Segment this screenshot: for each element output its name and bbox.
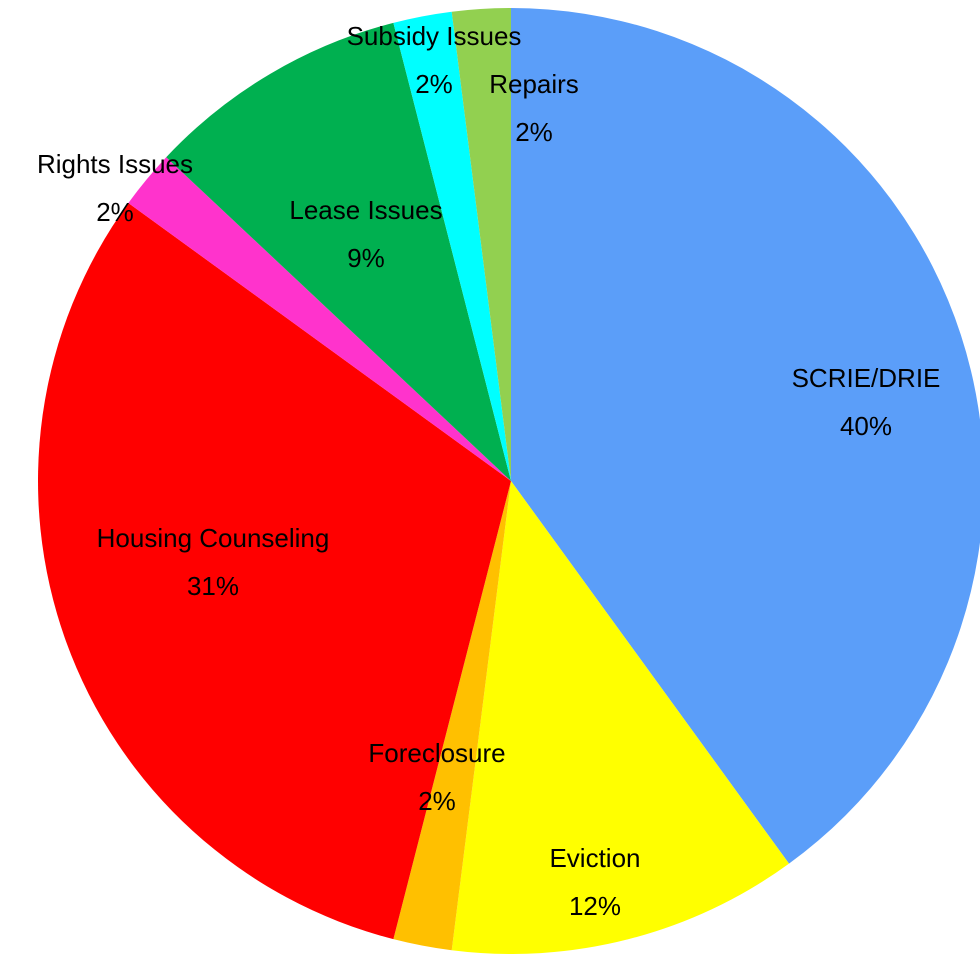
slice-label: SCRIE/DRIE — [792, 363, 941, 393]
slice-value-label: 9% — [347, 243, 385, 273]
pie — [37, 8, 980, 954]
slice-label: Eviction — [549, 843, 640, 873]
pie-slice — [511, 8, 980, 864]
pie-slice — [166, 22, 511, 481]
slice-value-label: 2% — [96, 197, 134, 227]
slice-value-label: 2% — [418, 786, 456, 816]
slice-value-label: 12% — [569, 891, 621, 921]
pie-slice — [393, 481, 511, 951]
slice-value-label: 40% — [840, 411, 892, 441]
slice-value-label: 31% — [187, 571, 239, 601]
pie-slice — [128, 157, 511, 481]
slice-label: Lease Issues — [289, 195, 442, 225]
pie-slice — [37, 202, 511, 940]
slice-label: Repairs — [489, 69, 579, 99]
slice-label: Rights Issues — [37, 149, 193, 179]
pie-slice — [451, 481, 790, 954]
slice-label: Subsidy Issues — [347, 21, 522, 51]
labels: SCRIE/DRIE 40% Eviction 12% Foreclosure 2% Hou… — [37, 21, 940, 921]
slice-label: Housing Counseling — [97, 523, 330, 553]
slice-label: Foreclosure — [368, 738, 505, 768]
pie-slice — [451, 8, 511, 481]
slice-value-label: 2% — [415, 69, 453, 99]
slice-value-label: 2% — [515, 117, 553, 147]
pie-slice — [393, 11, 511, 482]
